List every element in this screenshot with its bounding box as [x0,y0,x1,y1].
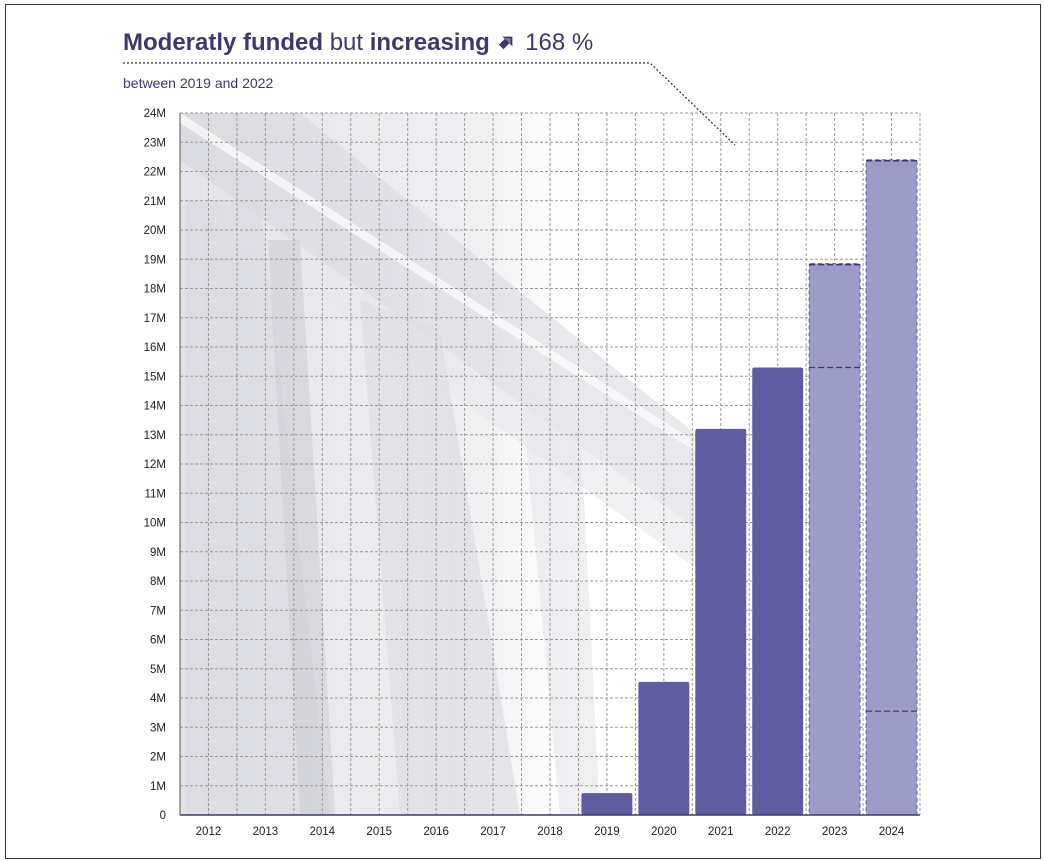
y-tick-label: 13M [144,430,166,442]
bar-2023 [808,263,861,816]
y-tick-label: 14M [144,401,166,413]
bar-2021 [695,428,747,815]
y-tick-label: 4M [150,693,166,705]
y-tick-label: 8M [150,576,166,588]
chart-title: Moderatly funded but increasing 168 % [123,29,593,57]
chart-bars [581,159,918,816]
y-tick-label: 11M [144,488,166,500]
y-axis-tick-labels: 0 1M 2M 3M 4M 5M 6M 7M 8M 9M 10M 11M 12M 13M 14M 15M 16M… [144,108,166,822]
y-tick-label: 17M [144,313,166,325]
x-tick-label: 2022 [765,826,791,838]
x-tick-label: 2017 [480,826,506,838]
y-tick-label: 22M [144,167,166,179]
y-tick-label: 5M [150,664,166,676]
y-tick-label: 2M [150,752,166,764]
chart-frame [5,4,1041,859]
y-tick-label: 21M [144,196,166,208]
title-growth-value: 168 % [525,29,594,56]
y-tick-label: 3M [150,722,166,734]
y-tick-label: 6M [150,635,166,647]
y-tick-label: 20M [144,225,166,237]
y-tick-label: 24M [144,108,166,120]
y-tick-label: 19M [144,254,166,266]
y-tick-label: 9M [150,547,166,559]
bar-2022 [752,367,804,815]
y-tick-label: 16M [144,342,166,354]
y-tick-label: 18M [144,284,166,296]
y-tick-label: 15M [144,371,166,383]
x-tick-label: 2023 [822,826,848,838]
x-tick-label: 2019 [594,826,620,838]
x-tick-label: 2021 [708,826,734,838]
x-tick-label: 2020 [651,826,677,838]
chart-subtitle: between 2019 and 2022 [123,75,274,91]
y-tick-label: 1M [150,781,166,793]
trend-up-arrow-icon [499,36,513,50]
x-tick-label: 2016 [423,826,449,838]
bar-2024 [865,159,918,816]
title-part-increasing: increasing [369,29,490,56]
chart-axes [179,113,920,816]
title-part-but: but [329,29,364,56]
x-axis-tick-labels: 2012 2013 2014 2015 2016 2017 2018 2019 2020 2021… [196,826,905,838]
y-tick-label: 23M [144,137,166,149]
title-leader-line [123,62,736,146]
y-tick-label: 12M [144,459,166,471]
x-tick-label: 2013 [253,826,279,838]
x-tick-label: 2015 [366,826,392,838]
y-tick-label: 10M [144,518,166,530]
x-tick-label: 2012 [196,826,222,838]
title-part-moderatly-funded: Moderatly funded [123,29,324,56]
y-tick-label: 0 [160,810,166,822]
bar-2019 [581,793,633,815]
x-tick-label: 2014 [310,826,336,838]
x-tick-label: 2018 [537,826,563,838]
y-tick-label: 7M [150,605,166,617]
bar-2020 [638,681,690,815]
x-tick-label: 2024 [879,826,905,838]
